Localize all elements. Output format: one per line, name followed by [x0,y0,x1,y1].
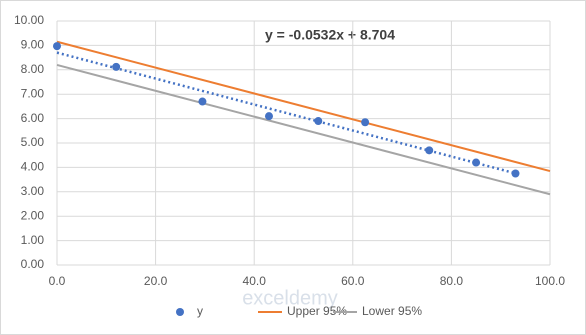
ci-line [56,63,551,196]
x-tick-label: 100.0 [535,274,565,288]
point [472,158,481,167]
watermark: exceldemy [242,287,338,309]
trendline [56,51,516,175]
legend-label: Upper 95% [287,304,347,318]
x-tick-label: 40.0 [243,274,267,288]
x-tick-label: 0.0 [49,274,66,288]
point [198,97,207,106]
ci-line [56,40,551,173]
y-tick-label: 6.00 [21,111,45,125]
y-tick-label: 9.00 [21,38,45,52]
point [425,146,434,155]
equation: y = -0.0532x + 8.704 [265,27,395,43]
point [112,62,121,71]
y-tick-label: 2.00 [21,208,45,222]
point [264,112,273,121]
y-tick-label: 1.00 [21,233,45,247]
y-tick-label: 10.00 [14,13,44,27]
y-tick-label: 3.00 [21,184,45,198]
y-tick-label: 8.00 [21,62,45,76]
point [53,42,61,51]
y-tick-label: 5.00 [21,135,45,149]
x-tick-label: 80.0 [440,274,464,288]
y-tick-label: 0.00 [21,257,45,271]
point [314,117,323,126]
y-tick-label: 7.00 [21,86,45,100]
x-tick-label: 20.0 [144,274,168,288]
point [511,169,520,178]
legend-label: y [197,304,203,318]
legend-label: Lower 95% [362,304,422,318]
y-tick-label: 4.00 [21,160,45,174]
point [361,118,370,127]
legend-marker [176,308,184,316]
x-tick-label: 60.0 [341,274,365,288]
